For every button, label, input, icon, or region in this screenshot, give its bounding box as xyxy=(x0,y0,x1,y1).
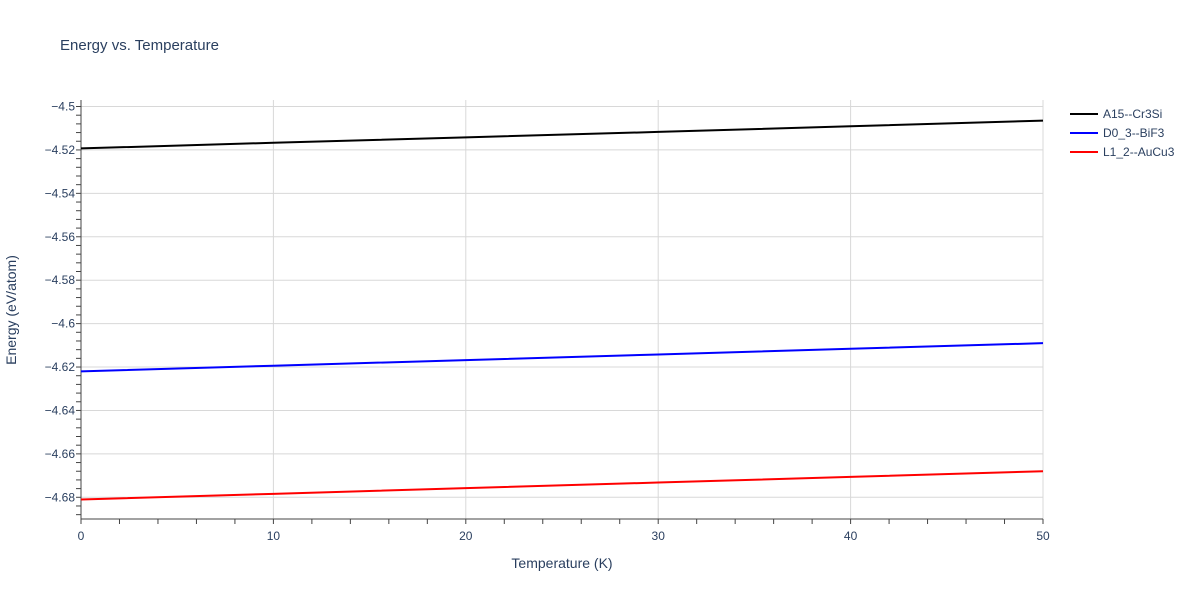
legend: A15--Cr3Si D0_3--BiF3 L1_2--AuCu3 xyxy=(1070,107,1175,159)
y-tick-label: −4.56 xyxy=(45,230,76,244)
y-tick-label: −4.68 xyxy=(45,490,76,504)
y-tick-label: −4.5 xyxy=(51,100,75,114)
y-axis-title: Energy (eV/atom) xyxy=(3,255,19,365)
y-tick-label: −4.54 xyxy=(45,186,76,200)
series-line-1 xyxy=(80,342,1044,373)
series-line-0 xyxy=(80,119,1044,150)
x-tick-label: 40 xyxy=(844,529,858,543)
chart-title: Energy vs. Temperature xyxy=(60,37,219,54)
y-tick-label: −4.58 xyxy=(45,273,76,287)
y-tick-label: −4.62 xyxy=(45,360,76,374)
grid-layer xyxy=(81,100,1044,519)
x-axis-title: Temperature (K) xyxy=(511,555,612,571)
x-tick-label: 30 xyxy=(652,529,666,543)
x-tick-label: 10 xyxy=(267,529,281,543)
series-line-2 xyxy=(80,470,1044,501)
legend-label: A15--Cr3Si xyxy=(1103,107,1162,121)
axis-layer: 0 10 20 30 40 50 −4.5 −4.52 −4.54 −4.56 −4.58 −4.6 −… xyxy=(45,100,1050,543)
y-tick-label: −4.64 xyxy=(45,403,76,417)
y-tick-label: −4.52 xyxy=(45,143,76,157)
legend-label: D0_3--BiF3 xyxy=(1103,126,1165,140)
series-layer xyxy=(80,119,1044,501)
y-tick-label: −4.6 xyxy=(51,317,75,331)
x-tick-label: 20 xyxy=(459,529,473,543)
legend-label: L1_2--AuCu3 xyxy=(1103,145,1175,159)
y-tick-label: −4.66 xyxy=(45,447,76,461)
x-tick-label: 0 xyxy=(78,529,85,543)
x-tick-label: 50 xyxy=(1036,529,1050,543)
